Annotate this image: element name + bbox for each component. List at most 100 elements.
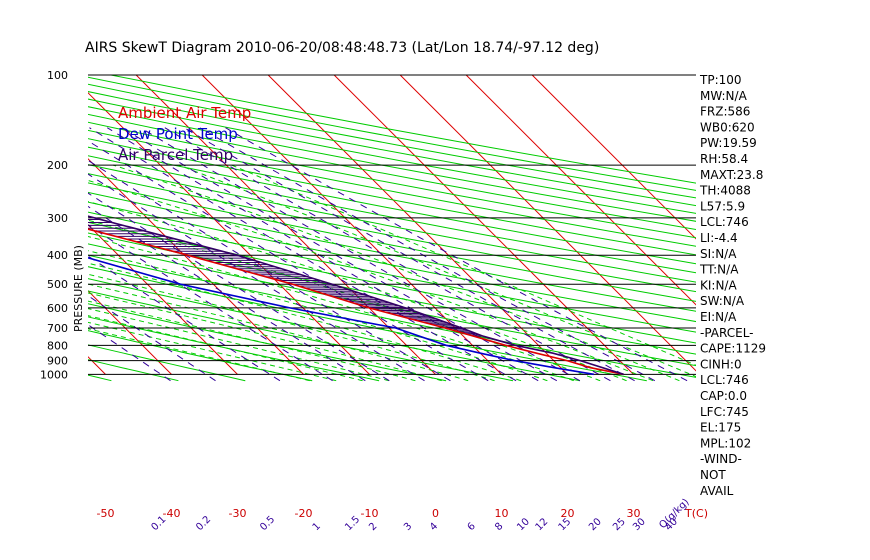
stability-index-line: FRZ:586: [700, 105, 750, 119]
stability-index-line: RH:58.4: [700, 152, 748, 166]
stability-index-line: NOT: [700, 468, 726, 482]
moist-adiabat: [88, 273, 495, 382]
dry-adiabat: [88, 129, 696, 247]
dry-adiabat: [88, 191, 696, 312]
isotherm-line: [88, 92, 370, 375]
bottom-temp-tick-label: -40: [163, 507, 181, 520]
moist-adiabat: [88, 321, 337, 382]
legend: Ambient Air Temp Dew Point Temp Air Parcel…: [118, 104, 251, 164]
isobars: [88, 74, 696, 375]
stability-index-line: SW:N/A: [700, 294, 745, 308]
mixing-ratio-tick-label: 3: [402, 521, 414, 533]
stability-index-line: MAXT:23.8: [700, 168, 763, 182]
isotherm-line: [465, 75, 696, 306]
profile-line: [88, 228, 624, 376]
stability-index-line: TT:N/A: [699, 263, 739, 277]
pressure-tick-label: 800: [47, 339, 68, 352]
moist-adiabat: [88, 283, 469, 382]
pressure-tick-label: 700: [47, 322, 68, 335]
mixing-ratio-line: [183, 127, 635, 382]
isotherm-line: [531, 75, 696, 240]
mixing-ratio-tick-label: 25: [611, 516, 628, 533]
stability-index-line: MPL:102: [700, 436, 751, 450]
mixing-ratio-line: [88, 324, 171, 382]
profile-line: [88, 256, 595, 376]
mixing-ratio-tick-label: 1.5: [343, 514, 362, 533]
dry-adiabat: [88, 254, 696, 378]
bottom-temp-tick-label: -20: [295, 507, 313, 520]
moist-adiabat: [88, 262, 522, 382]
dry-adiabat: [88, 91, 696, 207]
bottom-temp-tick-label: 20: [561, 507, 575, 520]
stability-index-line: TP:100: [699, 73, 742, 87]
bottom-temp-tick-label: -50: [97, 507, 115, 520]
moist-adiabat: [88, 250, 548, 382]
mixing-ratio-line: [225, 127, 688, 382]
isotherm-line: [333, 75, 634, 375]
dry-adiabat: [88, 330, 313, 382]
stability-index-line: EL:175: [700, 421, 741, 435]
stability-index-line: SI:N/A: [700, 247, 737, 261]
stability-index-line: LCL:746: [700, 215, 749, 229]
mixing-ratio-tick-label: 8: [493, 521, 505, 533]
pressure-tick-label: 900: [47, 355, 68, 368]
dry-adiabat: [88, 121, 696, 239]
profile-line: [88, 215, 624, 376]
dry-adiabat: [88, 344, 246, 382]
legend-entry: Air Parcel Temp: [118, 146, 233, 164]
mixing-ratio-tick-label: 20: [587, 516, 604, 533]
moist-adiabat: [88, 179, 654, 382]
moist-adiabat: [178, 164, 696, 378]
moist-adiabat: [88, 328, 310, 382]
pressure-tick-label: 500: [47, 278, 68, 291]
stability-index-line: -WIND-: [700, 452, 742, 466]
dry-adiabat: [0, 75, 45, 381]
dry-adiabat: [88, 211, 696, 333]
mixing-ratio-line: [106, 127, 539, 382]
stability-index-line: TH:4088: [699, 184, 751, 198]
pressure-tick-label: 1000: [40, 368, 68, 381]
stability-index-line: CINH:0: [700, 357, 742, 371]
profiles: [88, 215, 624, 376]
mixing-ratio-tick-label: 12: [534, 516, 551, 533]
dry-adiabat: [88, 173, 696, 293]
stability-index-line: AVAIL: [700, 484, 734, 498]
dry-adiabat: [88, 182, 696, 302]
mixing-ratio-tick-label: 0.2: [194, 514, 213, 533]
mixing-ratio-tick-label: 2: [367, 521, 379, 533]
dry-adiabat: [88, 303, 447, 382]
mixing-ratio-tick-label: 1: [311, 521, 323, 533]
stability-index-line: EI:N/A: [700, 310, 737, 324]
moist-adiabat: [231, 164, 696, 366]
bottom-temp-tick-label: 30: [627, 507, 641, 520]
dry-adiabat: [88, 221, 696, 344]
pressure-tick-label: 100: [47, 69, 68, 82]
isotherm-line: [88, 158, 304, 375]
stability-index-line: LI:-4.4: [700, 231, 738, 245]
dry-adiabat: [88, 232, 696, 355]
grid-lines: [0, 75, 696, 382]
stability-index-line: CAPE:1129: [700, 342, 766, 356]
stability-index-line: LCL:746: [700, 373, 749, 387]
chart-title: AIRS SkewT Diagram 2010-06-20/08:48:48.7…: [85, 40, 599, 56]
moist-adiabat: [88, 201, 627, 382]
dry-adiabat: [88, 290, 514, 382]
dry-adiabat: [88, 98, 696, 214]
mixing-ratio-tick-label: 0.5: [258, 514, 277, 533]
mixing-ratio-tick-label: 4: [428, 521, 440, 533]
stability-index-line: WB0:620: [700, 120, 755, 134]
dry-adiabat: [88, 316, 380, 382]
pressure-tick-label: 600: [47, 302, 68, 315]
stability-index-line: PW:19.59: [700, 136, 757, 150]
stability-index-line: MW:N/A: [700, 89, 748, 103]
legend-entry: Ambient Air Temp: [118, 104, 251, 122]
stability-index-line: CAP:0.0: [700, 389, 747, 403]
y-axis-label: PRESSURE (MB): [72, 245, 85, 332]
temp-unit-label: T(C): [684, 507, 708, 520]
pressure-tick-label: 200: [47, 159, 68, 172]
dry-adiabat: [88, 164, 696, 283]
bottom-temp-tick-label: 10: [495, 507, 509, 520]
dry-adiabat: [88, 146, 696, 265]
stability-index-line: -PARCEL-: [700, 326, 754, 340]
